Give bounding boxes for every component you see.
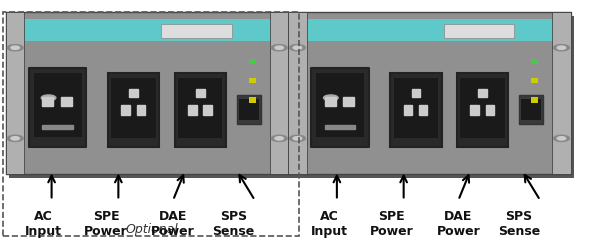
Bar [316,73,364,137]
Bar [9,16,291,178]
Bar [325,97,336,106]
Circle shape [557,46,566,49]
Bar [444,24,514,38]
Bar [460,78,504,138]
Bar [521,99,541,121]
Bar [393,78,438,138]
Bar [404,105,412,114]
Bar [237,95,261,124]
Bar [249,59,256,64]
Bar [18,19,276,41]
Bar [325,125,355,129]
Bar [178,78,222,138]
Circle shape [293,46,302,49]
Bar [531,59,538,64]
Text: SPS
Sense: SPS Sense [498,210,540,238]
Text: DAE
Power: DAE Power [151,210,195,238]
Bar [249,97,256,102]
Bar [343,97,354,106]
Text: AC
Input: AC Input [311,210,347,238]
Bar [470,105,479,114]
Bar [519,95,543,124]
Bar [531,97,538,102]
Text: DAE
Power: DAE Power [436,210,480,238]
Bar [291,16,574,178]
Bar [121,105,130,114]
Bar [161,24,232,38]
Bar [419,105,427,114]
Bar [61,97,72,106]
Circle shape [554,45,569,51]
Circle shape [557,137,566,140]
Bar [111,78,155,138]
Text: Optional: Optional [126,223,178,236]
Bar [203,105,212,114]
Bar [390,73,441,147]
Circle shape [275,46,283,49]
Bar [412,90,420,97]
Bar [456,73,508,147]
Bar [3,12,299,236]
Bar [239,99,259,121]
Circle shape [7,135,23,142]
Bar [6,12,24,174]
Bar [288,12,307,174]
Bar [42,97,53,106]
Text: SPE
Power: SPE Power [370,210,413,238]
Text: AC
Input: AC Input [25,210,62,238]
Bar [531,78,538,83]
Bar [478,90,487,97]
Circle shape [275,137,283,140]
Circle shape [41,95,56,101]
Bar [270,12,288,174]
Bar [129,90,138,97]
Bar [288,12,571,174]
Bar [300,19,558,41]
Circle shape [271,135,287,142]
Circle shape [11,46,19,49]
Bar [552,12,571,174]
Circle shape [293,137,302,140]
Bar [42,125,73,129]
Bar [29,68,87,147]
Circle shape [324,95,338,101]
Bar [137,105,145,114]
Bar [107,73,159,147]
Text: SPS
Sense: SPS Sense [212,210,255,238]
Bar [175,73,226,147]
Bar [249,78,256,83]
Bar [188,105,197,114]
Bar [33,73,81,137]
Bar [486,105,494,114]
Circle shape [290,45,305,51]
Circle shape [290,135,305,142]
Circle shape [7,45,23,51]
Circle shape [11,137,19,140]
Circle shape [554,135,569,142]
Bar [311,68,368,147]
Text: SPE
Power: SPE Power [84,210,128,238]
Bar [196,90,205,97]
Circle shape [271,45,287,51]
Bar [6,12,288,174]
